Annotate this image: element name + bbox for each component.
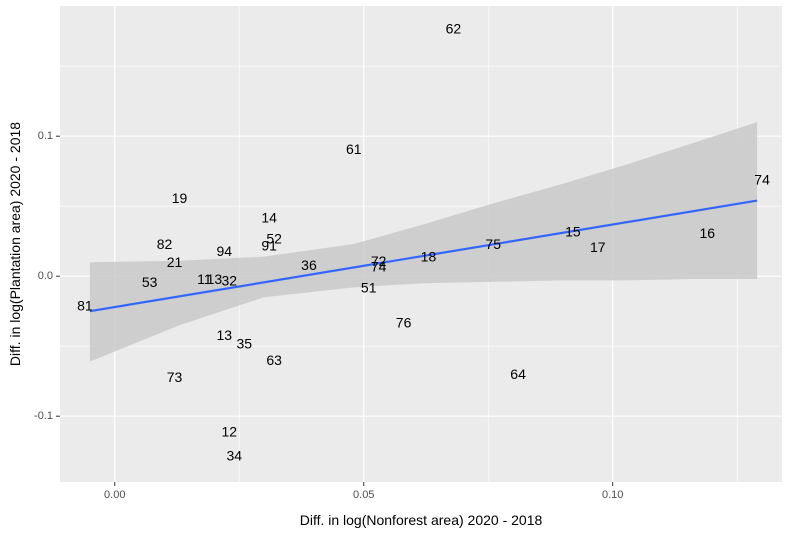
point-label: 13 <box>207 271 223 287</box>
x-tick-label: 0.10 <box>602 489 623 501</box>
point-label: 62 <box>446 20 462 36</box>
point-label: 82 <box>157 236 173 252</box>
point-label: 61 <box>346 141 362 157</box>
point-label: 11 <box>197 271 212 287</box>
point-label: 81 <box>77 298 93 314</box>
confidence-band <box>89 122 758 362</box>
y-axis-ticks: -0.1 0.0 0.1 <box>34 130 60 422</box>
point-label: 63 <box>266 352 282 368</box>
y-tick-label: 0.1 <box>38 130 53 142</box>
point-label: 34 <box>226 447 242 463</box>
point-label: 53 <box>142 274 158 290</box>
point-label: 15 <box>565 223 581 239</box>
point-label: 21 <box>167 254 183 270</box>
x-axis-title: Diff. in log(Nonforest area) 2020 - 2018 <box>300 512 543 528</box>
x-tick-label: 0.05 <box>353 489 374 501</box>
point-label: 16 <box>700 225 716 241</box>
point-label: 17 <box>590 239 606 255</box>
point-label: 74 <box>754 172 770 188</box>
x-tick-label: 0.00 <box>104 489 125 501</box>
point-label: 32 <box>222 272 238 288</box>
point-label: 72 <box>371 253 387 269</box>
x-axis-ticks: 0.00 0.05 0.10 <box>104 482 623 501</box>
point-label: 13 <box>217 327 233 343</box>
point-label: 75 <box>485 236 501 252</box>
point-label: 14 <box>261 209 277 225</box>
point-label: 18 <box>421 249 437 265</box>
point-label: 76 <box>396 314 412 330</box>
point-label: 12 <box>222 424 238 440</box>
y-axis-title: Diff. in log(Plantation area) 2020 - 201… <box>7 122 23 366</box>
point-label: 52 <box>266 230 282 246</box>
point-label: 74 <box>371 258 387 274</box>
point-label: 73 <box>167 369 183 385</box>
fit-line <box>89 199 758 313</box>
point-label: 91 <box>261 237 277 253</box>
point-label: 64 <box>510 366 526 382</box>
point-label: 94 <box>217 243 233 259</box>
point-label: 19 <box>172 190 188 206</box>
y-tick-label: 0.0 <box>38 270 53 282</box>
y-tick-label: -0.1 <box>34 410 53 422</box>
point-label: 35 <box>236 335 252 351</box>
point-label: 51 <box>361 279 377 295</box>
point-label: 36 <box>301 257 317 273</box>
